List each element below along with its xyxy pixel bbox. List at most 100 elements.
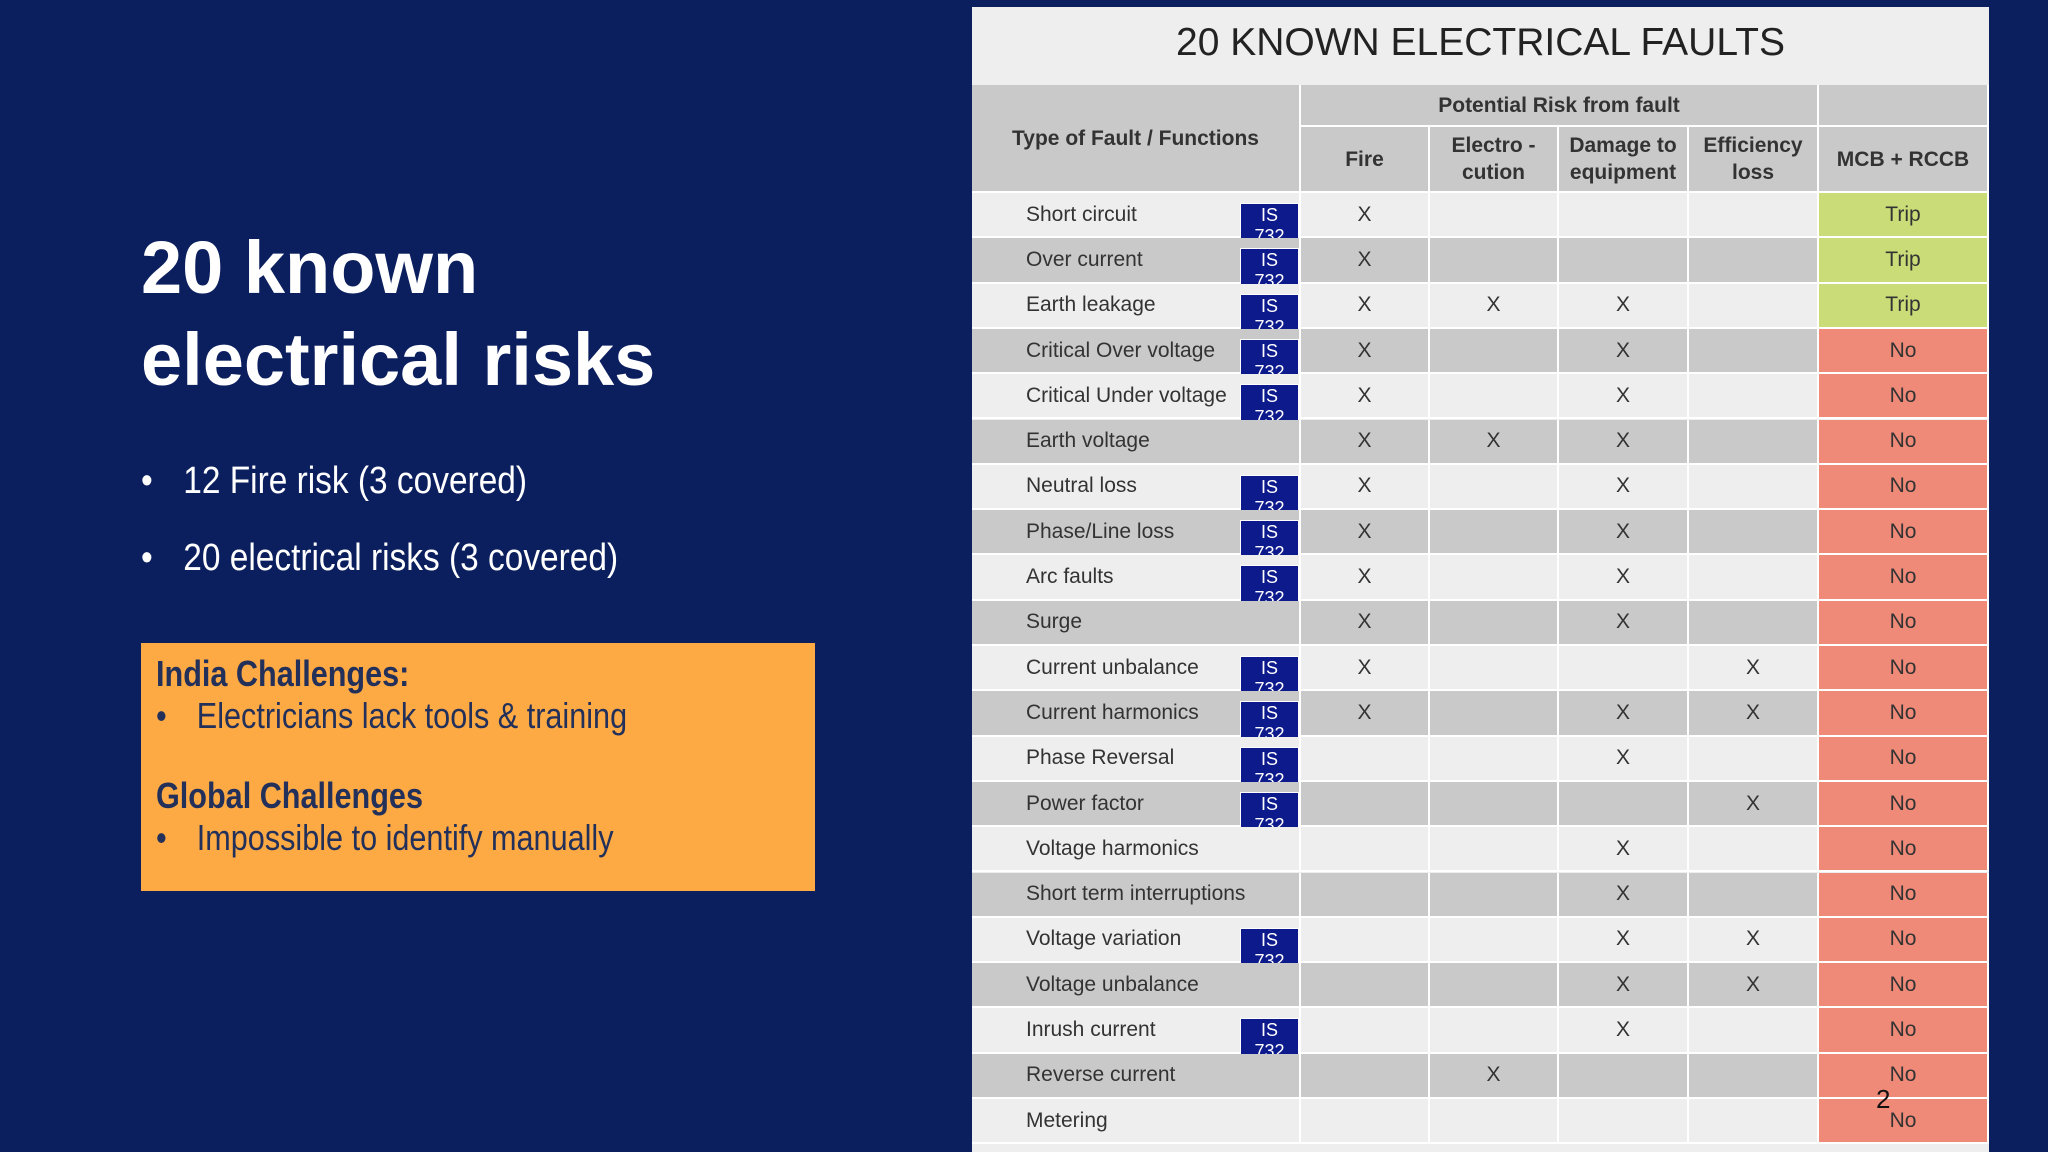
risk-cell — [1559, 1099, 1689, 1145]
fault-cell: Reverse current — [972, 1053, 1301, 1099]
risk-cell — [1689, 328, 1819, 375]
fault-cell: Phase/Line loss IS 732 — [972, 510, 1301, 567]
fault-cell: Metering — [972, 1099, 1301, 1145]
fault-cell: Current harmonics IS 732 — [972, 691, 1301, 748]
header-cell — [1819, 85, 1989, 127]
risk-cell: X — [1301, 646, 1430, 692]
risk-cell — [1430, 1099, 1559, 1145]
fault-name: Phase/Line loss — [1026, 519, 1175, 543]
fault-cell: Short circuit IS 732 — [972, 193, 1301, 249]
risk-cell — [1689, 872, 1819, 918]
risk-cell — [1689, 1099, 1819, 1145]
fault-name: Inrush current — [1026, 1018, 1156, 1042]
risk-cell: X — [1559, 600, 1689, 646]
protection-cell: No — [1819, 1099, 1989, 1145]
risk-cell: X — [1559, 691, 1689, 737]
risk-cell — [1301, 963, 1430, 1009]
risk-cell — [1689, 193, 1819, 239]
fault-cell: Critical Under voltage IS 732 — [972, 374, 1301, 431]
risk-cell: X — [1301, 555, 1430, 601]
risk-cell: X — [1559, 510, 1689, 556]
risk-cell — [1689, 827, 1819, 873]
protection-cell: No — [1819, 963, 1989, 1009]
risk-cell — [1430, 736, 1559, 782]
risk-cell — [1430, 781, 1559, 828]
fault-name: Earth voltage — [1026, 429, 1150, 453]
risk-cell: X — [1689, 963, 1819, 1009]
fault-name: Phase Reversal — [1026, 746, 1175, 770]
protection-cell: No — [1819, 1053, 1989, 1099]
protection-cell: No — [1819, 917, 1989, 964]
risk-cell: X — [1559, 872, 1689, 918]
protection-cell: No — [1819, 419, 1989, 465]
fault-name: Over current — [1026, 247, 1143, 271]
risk-cell — [1559, 646, 1689, 692]
risk-cell: X — [1301, 600, 1430, 646]
risk-cell — [1301, 872, 1430, 918]
risk-cell: X — [1559, 963, 1689, 1009]
risk-cell — [1301, 736, 1430, 782]
protection-cell: No — [1819, 555, 1989, 601]
risk-cell — [1301, 1008, 1430, 1054]
bullet: 20 electrical risks (3 covered) — [141, 537, 618, 580]
risk-cell: X — [1559, 419, 1689, 465]
risk-cell — [1689, 600, 1819, 646]
risk-cell — [1689, 1008, 1819, 1054]
fault-cell: Voltage unbalance — [972, 963, 1301, 1009]
slide-title: 20 known electrical risks — [141, 226, 656, 401]
fault-cell: Phase Reversal IS 732 — [972, 736, 1301, 793]
risk-cell: X — [1559, 736, 1689, 782]
risk-cell — [1430, 555, 1559, 601]
risk-cell — [1689, 736, 1819, 782]
fault-cell: Current unbalance IS 732 — [972, 646, 1301, 702]
fault-cell: Neutral loss IS 732 — [972, 464, 1301, 521]
fault-name: Short term interruptions — [1026, 882, 1246, 906]
protection-cell: No — [1819, 374, 1989, 420]
header-cell: Potential Risk from fault — [1301, 85, 1819, 127]
fault-name: Voltage variation — [1026, 927, 1182, 951]
risk-cell: X — [1559, 374, 1689, 420]
protection-cell: No — [1819, 872, 1989, 918]
protection-cell: No — [1819, 464, 1989, 511]
risk-cell: X — [1301, 374, 1430, 420]
risk-cell: X — [1430, 1053, 1559, 1099]
risk-cell: X — [1689, 781, 1819, 828]
risk-cell — [1689, 419, 1819, 465]
risk-cell — [1689, 238, 1819, 284]
protection-cell: No — [1819, 781, 1989, 828]
risk-cell — [1559, 781, 1689, 828]
protection-cell: No — [1819, 328, 1989, 375]
fault-name: Earth leakage — [1026, 293, 1156, 317]
table-title: 20 KNOWN ELECTRICAL FAULTS — [1176, 21, 1785, 64]
risk-cell — [1430, 1008, 1559, 1054]
risk-cell — [1430, 510, 1559, 556]
risk-cell: X — [1559, 917, 1689, 964]
risk-cell: X — [1559, 555, 1689, 601]
protection-cell: No — [1819, 691, 1989, 737]
risk-cell: X — [1301, 238, 1430, 284]
page-number: 2 — [1876, 1084, 1891, 1114]
risk-cell: X — [1559, 283, 1689, 329]
risk-cell: X — [1301, 193, 1430, 239]
header-cell: Electro -cution — [1430, 127, 1559, 193]
header-cell: Fire — [1301, 127, 1430, 193]
header-cell: MCB + RCCB — [1819, 127, 1989, 193]
risk-cell: X — [1559, 464, 1689, 511]
risk-cell — [1301, 1053, 1430, 1099]
risk-cell — [1301, 827, 1430, 873]
risk-cell — [1430, 374, 1559, 420]
fault-cell: Over current IS 732 — [972, 238, 1301, 295]
callout-item: Impossible to identify manually — [156, 817, 703, 859]
callout-item: Electricians lack tools & training — [156, 695, 703, 737]
fault-cell: Voltage harmonics — [972, 827, 1301, 873]
fault-cell: Voltage variation IS 732 — [972, 917, 1301, 974]
risk-cell — [1689, 374, 1819, 420]
risk-cell — [1430, 917, 1559, 964]
fault-cell: Earth voltage — [972, 419, 1301, 465]
header-cell: Type of Fault / Functions — [972, 85, 1301, 193]
fault-name: Current unbalance — [1026, 655, 1199, 679]
risk-cell — [1430, 646, 1559, 692]
risk-cell — [1430, 238, 1559, 284]
risk-cell — [1430, 464, 1559, 511]
